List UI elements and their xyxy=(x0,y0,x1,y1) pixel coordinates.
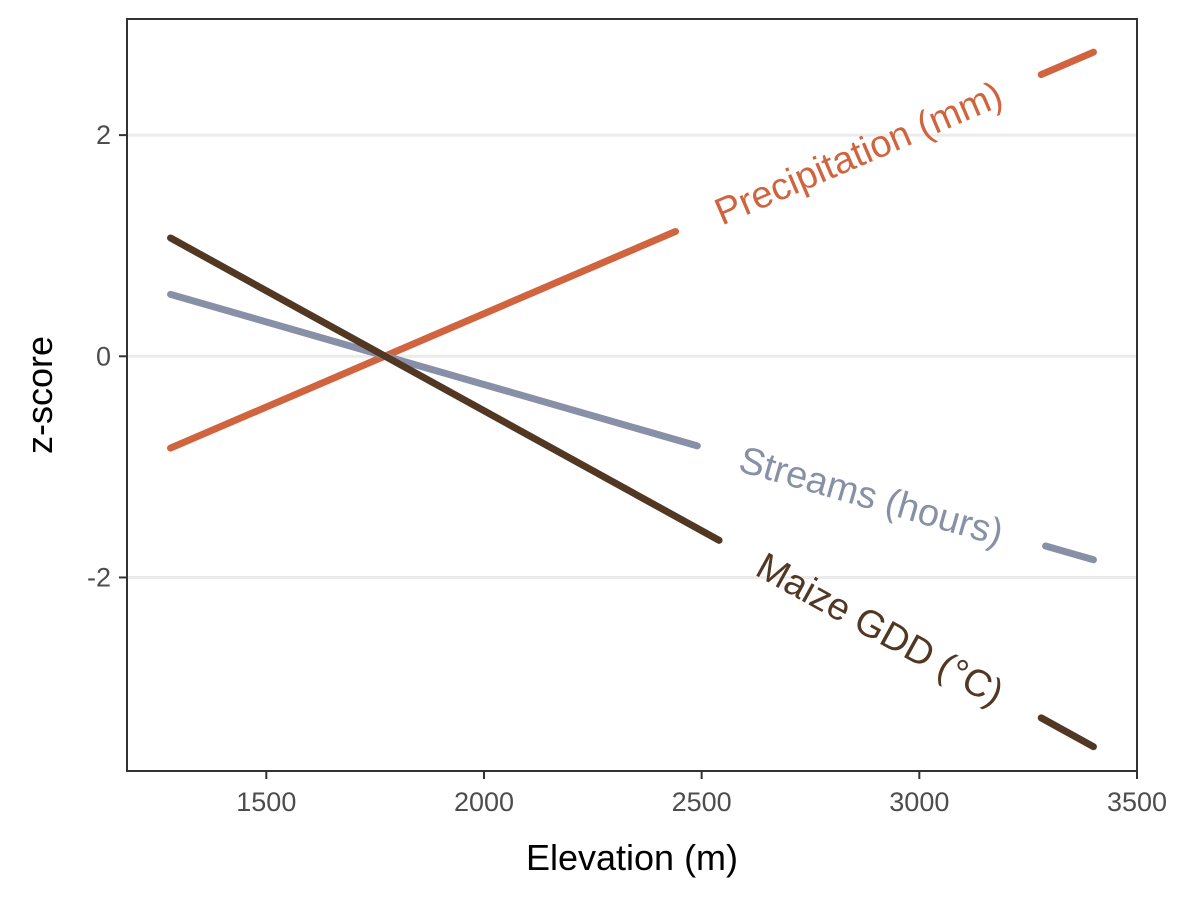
y-axis-title: z-score xyxy=(19,336,60,454)
series-line-precipitation-mm-segment-2 xyxy=(1037,48,1097,79)
x-axis-title: Elevation (m) xyxy=(526,837,738,878)
y-tick-label: -2 xyxy=(87,562,111,592)
x-tick-label: 3000 xyxy=(889,787,949,817)
series-line-maize-gdd-c-segment-2 xyxy=(1037,714,1097,751)
y-tick-label: 0 xyxy=(96,341,111,371)
series-line-precipitation-mm-segment-1 xyxy=(167,227,680,452)
y-axis: -2 0 2 xyxy=(87,120,127,592)
y-tick-label: 2 xyxy=(96,120,111,150)
plot-panel-border xyxy=(126,18,1138,772)
x-tick-label: 2000 xyxy=(454,787,514,817)
x-tick-label: 3500 xyxy=(1107,787,1167,817)
x-tick-label: 1500 xyxy=(236,787,296,817)
series-line-streams-hours-segment-2 xyxy=(1042,542,1097,564)
series-lines xyxy=(167,48,1097,751)
gridlines xyxy=(127,133,1137,579)
x-tick-label: 2500 xyxy=(672,787,732,817)
series-line-streams-hours-segment-1 xyxy=(167,290,701,450)
series-line-maize-gdd-c-segment-1 xyxy=(167,234,723,544)
x-axis: 1500 2000 2500 3000 3500 xyxy=(236,771,1167,817)
